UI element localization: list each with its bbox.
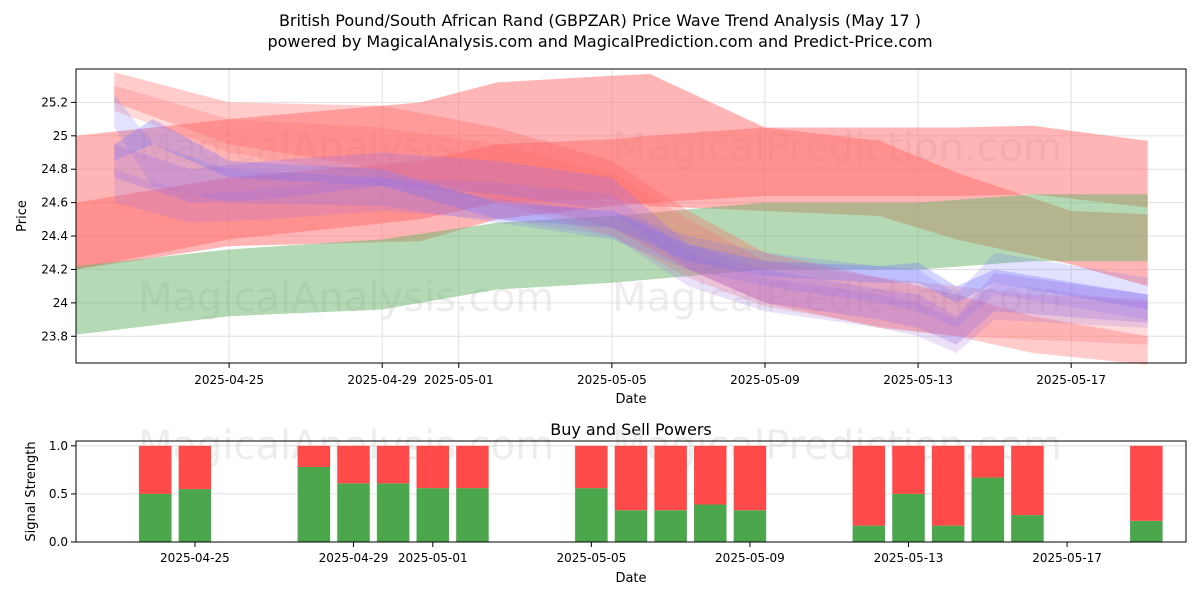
buy-power-bar (297, 466, 331, 542)
sell-power-bar (1011, 445, 1044, 516)
sell-power-bar (614, 445, 648, 511)
buy-power-bar (733, 510, 767, 542)
buy-power-bar (971, 477, 1005, 542)
sell-power-bar (1130, 445, 1163, 521)
sell-power-bar (178, 445, 212, 490)
price-wave-panel: MagicalAnalysis.comMagicalPrediction.com… (15, 68, 1187, 407)
buy-power-bar (416, 488, 450, 542)
wave-band-blue (114, 119, 1148, 310)
top-y-tick-label: 23.8 (41, 329, 68, 343)
top-y-tick-label: 24 (53, 296, 68, 310)
buy-power-bar (139, 493, 172, 542)
bottom-y-tick-label: 0.0 (49, 535, 68, 549)
chart-subtitle: powered by MagicalAnalysis.com and Magic… (267, 32, 932, 51)
top-y-axis-label: Price (15, 200, 30, 232)
top-y-tick-label: 24.6 (41, 196, 68, 210)
wave-band-purple (114, 169, 1148, 353)
top-x-axis-label: Date (615, 392, 646, 407)
sell-power-bar (654, 445, 687, 511)
sell-power-bar (376, 445, 410, 484)
top-y-tick-label: 24.2 (41, 262, 68, 276)
bottom-panel-title: Buy and Sell Powers (550, 420, 712, 439)
sell-power-bar (297, 445, 331, 467)
bottom-x-tick-label: 2025-05-17 (1032, 551, 1102, 565)
buy-power-bar (1011, 515, 1044, 542)
wave-band-red (114, 72, 1148, 365)
buy-power-bar (931, 525, 965, 542)
wave-band-purple (114, 144, 1148, 345)
buy-power-bar (852, 525, 886, 542)
top-x-tick-label: 2025-05-05 (577, 373, 647, 387)
buy-power-bar (376, 483, 410, 542)
sell-power-bar (931, 445, 965, 526)
bottom-x-tick-label: 2025-04-29 (319, 551, 389, 565)
top-x-tick-label: 2025-04-29 (347, 373, 417, 387)
bottom-plot-frame (75, 440, 1187, 543)
buy-power-bar (178, 489, 212, 542)
buy-power-bar (694, 504, 727, 542)
sell-power-bar (575, 445, 608, 489)
wave-band-red (76, 127, 1148, 287)
bottom-x-tick-label: 2025-05-13 (874, 551, 944, 565)
bottom-x-tick-label: 2025-05-09 (715, 551, 785, 565)
buy-power-bar (456, 488, 489, 542)
sell-power-bar (694, 445, 727, 505)
watermark-text: MagicalPrediction.com (612, 275, 1062, 321)
wave-band-red (114, 85, 1148, 345)
sell-power-bar (456, 445, 489, 489)
top-plot-frame (75, 68, 1187, 364)
sell-power-bar (733, 445, 767, 511)
chart-title: British Pound/South African Rand (GBPZAR… (279, 11, 921, 30)
top-y-tick-label: 24.8 (41, 162, 68, 176)
wave-band-green (76, 194, 1148, 335)
top-y-tick-label: 24.4 (41, 229, 68, 243)
sell-power-bar (139, 445, 172, 494)
wave-band-blue (114, 94, 1148, 328)
buy-sell-panel: Buy and Sell PowersMagicalAnalysis.comMa… (24, 420, 1187, 586)
bottom-x-tick-label: 2025-04-25 (160, 551, 230, 565)
top-x-tick-label: 2025-05-09 (730, 373, 800, 387)
top-y-tick-label: 25.2 (41, 95, 68, 109)
top-x-tick-label: 2025-05-01 (424, 373, 494, 387)
sell-power-bar (892, 445, 925, 494)
top-x-tick-label: 2025-05-17 (1036, 373, 1106, 387)
top-x-tick-label: 2025-05-13 (883, 373, 953, 387)
bottom-y-axis-label: Signal Strength (24, 441, 39, 541)
buy-power-bar (614, 510, 648, 542)
buy-power-bar (892, 493, 925, 542)
top-y-tick-label: 25 (53, 129, 68, 143)
buy-power-bar (1130, 520, 1163, 542)
sell-power-bar (337, 445, 370, 484)
bottom-y-tick-label: 0.5 (49, 487, 68, 501)
bottom-x-tick-label: 2025-05-01 (398, 551, 468, 565)
buy-power-bar (337, 483, 370, 542)
bottom-y-tick-label: 1.0 (49, 439, 68, 453)
buy-power-bar (654, 510, 687, 542)
buy-power-bar (575, 488, 608, 542)
bottom-x-axis-label: Date (615, 571, 646, 586)
sell-power-bar (852, 445, 886, 526)
sell-power-bar (416, 445, 450, 489)
top-x-tick-label: 2025-04-25 (194, 373, 264, 387)
sell-power-bar (971, 445, 1005, 478)
bottom-x-tick-label: 2025-05-05 (556, 551, 626, 565)
